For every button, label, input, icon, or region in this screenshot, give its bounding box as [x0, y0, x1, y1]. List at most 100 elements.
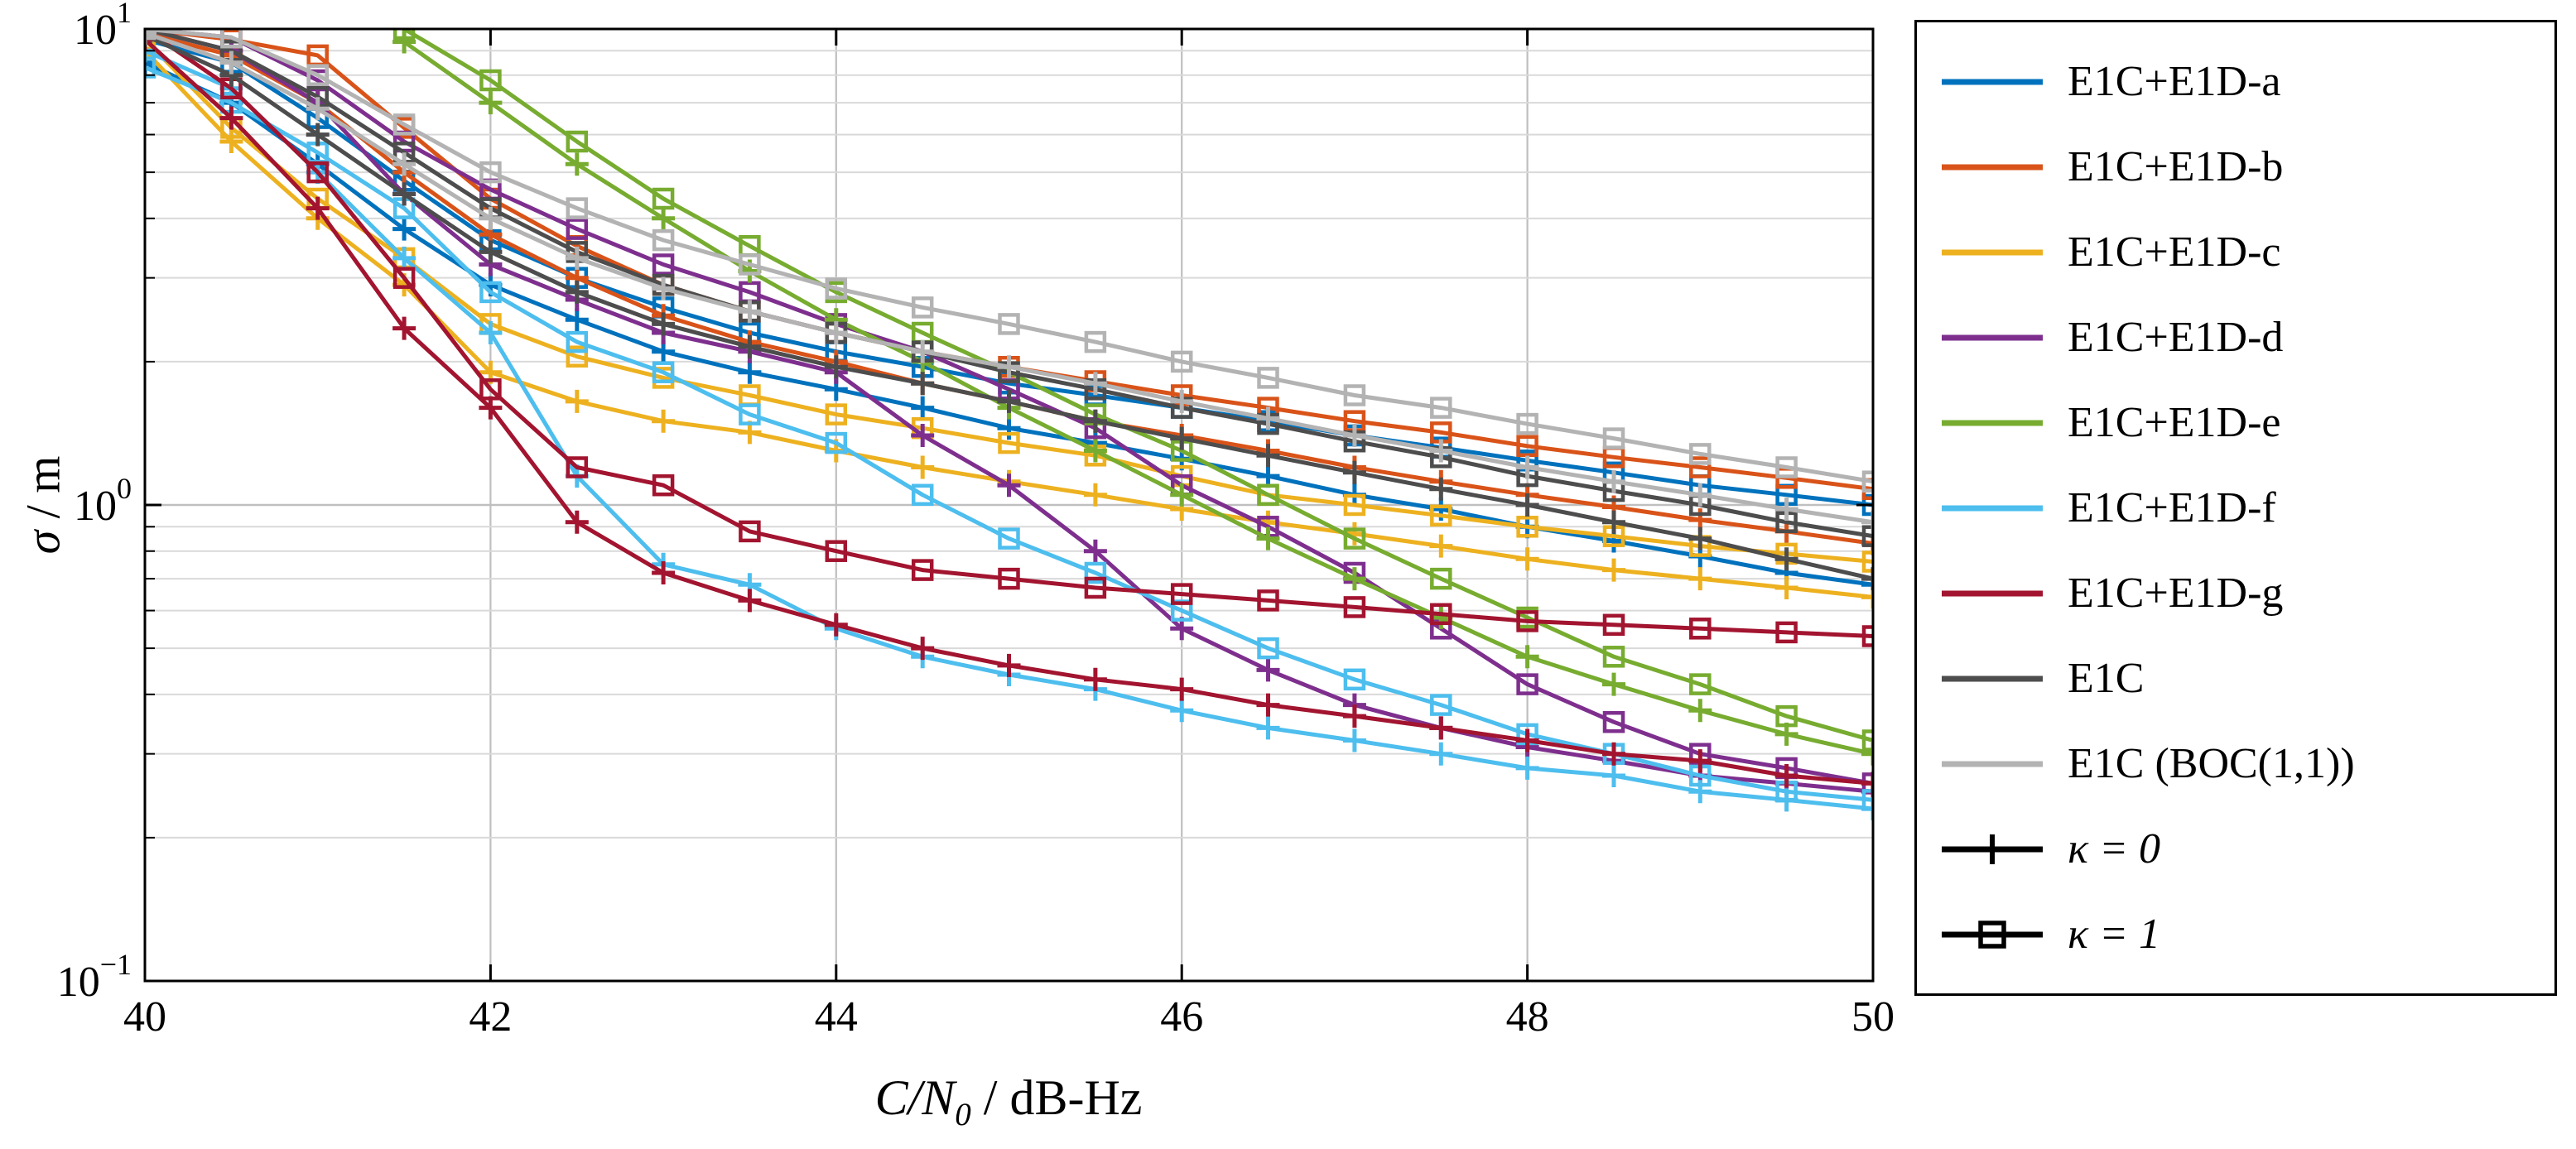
plus-marker-icon: [1515, 493, 1539, 517]
square-marker-icon: [479, 69, 502, 92]
plus-marker-icon: [1170, 677, 1194, 701]
square-marker-icon: [1689, 443, 1712, 465]
x-tick-label: 44: [815, 993, 858, 1041]
x-axis-symbol-subscript: 0: [955, 1097, 971, 1132]
legend-item: E1C+E1D-e: [1938, 380, 2546, 465]
legend-square-marker-icon: [1942, 920, 2043, 949]
square-marker-icon: [1430, 504, 1452, 527]
plus-marker-icon: [1429, 716, 1453, 740]
plus-marker-icon: [1170, 389, 1194, 413]
plus-marker-icon: [997, 355, 1021, 379]
x-axis-unit: / dB-Hz: [970, 1070, 1143, 1125]
plus-marker-icon: [565, 510, 589, 534]
square-marker-icon: [1430, 603, 1452, 626]
legend-item: E1C+E1D-c: [1938, 209, 2546, 295]
y-tick-label: 100: [74, 472, 132, 530]
plus-marker-icon: [738, 589, 762, 613]
legend-label: E1C+E1D-d: [2068, 313, 2284, 361]
plus-marker-icon: [565, 246, 589, 270]
square-marker-icon: [1343, 493, 1366, 517]
legend-item: E1C+E1D-b: [1938, 124, 2546, 209]
plus-marker-icon: [1515, 547, 1539, 571]
plus-marker-icon: [1861, 772, 1873, 796]
plus-marker-icon: [392, 182, 416, 206]
plus-marker-icon: [1083, 439, 1107, 463]
square-marker-icon: [998, 527, 1020, 550]
plus-marker-icon: [824, 355, 848, 379]
square-marker-icon: [1170, 583, 1193, 605]
plus-marker-icon: [911, 339, 935, 363]
plus-marker-icon: [652, 206, 676, 230]
plus-marker-icon: [1256, 444, 1280, 468]
square-marker-icon: [825, 403, 848, 425]
plus-marker-icon: [911, 396, 935, 420]
square-marker-icon: [1775, 456, 1798, 478]
legend-item: E1C: [1938, 636, 2546, 721]
legend-line-swatch: [1942, 761, 2043, 767]
plus-marker-icon: [1256, 693, 1280, 717]
plus-marker-icon: [392, 152, 416, 176]
x-tick-label: 50: [1851, 993, 1895, 1041]
plus-marker-icon: [652, 561, 676, 584]
plus-marker-icon: [1688, 483, 1712, 507]
plus-marker-icon: [738, 334, 762, 358]
square-marker-icon: [1861, 729, 1873, 752]
plus-marker-icon: [1342, 460, 1366, 484]
legend-line-swatch: [1942, 164, 2043, 170]
plus-marker-icon: [1256, 526, 1280, 550]
square-marker-icon: [1343, 668, 1366, 691]
x-tick-label: 48: [1506, 993, 1549, 1041]
series-g-k1: [145, 28, 1873, 647]
square-marker-icon: [1602, 646, 1625, 668]
square-marker-icon: [479, 378, 502, 401]
plus-marker-icon: [1688, 526, 1712, 550]
square-marker-icon: [1516, 412, 1538, 435]
square-marker-icon: [1257, 367, 1279, 389]
square-marker-icon: [1516, 516, 1538, 538]
x-axis-label: C/N0 / dB-Hz: [875, 1070, 1143, 1133]
plus-marker-icon: [1083, 409, 1107, 433]
square-marker-icon: [1516, 610, 1538, 632]
plus-marker-icon: [479, 206, 503, 230]
legend-line-swatch: [1942, 249, 2043, 255]
plus-marker-icon: [1256, 406, 1280, 430]
plus-marker-icon: [1515, 645, 1539, 669]
plus-marker-icon: [1342, 424, 1366, 447]
series-g-k0: [145, 28, 1873, 796]
square-marker-icon: [998, 567, 1020, 590]
legend-item: E1C+E1D-g: [1938, 550, 2546, 636]
square-marker-icon: [392, 267, 416, 289]
plus-marker-icon: [1602, 510, 1625, 534]
legend-line-swatch: [1942, 590, 2043, 596]
square-marker-icon: [566, 456, 589, 478]
square-marker-icon: [1343, 384, 1366, 406]
plus-marker-icon: [306, 196, 330, 220]
plus-marker-icon: [1774, 547, 1798, 571]
square-marker-icon: [566, 130, 589, 153]
plus-marker-icon: [1774, 576, 1798, 599]
axes: 40 42 44 46 48 50 101 100 10−1: [57, 0, 1895, 1041]
plus-marker-icon: [997, 653, 1021, 677]
plus-marker-icon: [1256, 658, 1280, 682]
square-marker-icon: [1602, 427, 1625, 450]
x-tick-label: 40: [123, 993, 166, 1041]
square-marker-icon: [1861, 525, 1873, 547]
square-marker-icon: [652, 361, 675, 383]
plus-marker-icon: [1602, 672, 1625, 696]
plus-marker-icon: [1774, 498, 1798, 521]
plus-marker-icon: [1861, 585, 1873, 609]
plus-marker-icon: [1602, 558, 1625, 582]
plus-marker-icon: [479, 240, 503, 264]
legend-item: κ = 0: [1938, 806, 2546, 892]
square-marker-icon: [998, 313, 1020, 335]
legend-label: E1C+E1D-e: [2068, 398, 2281, 446]
square-marker-icon: [392, 113, 416, 136]
legend-item: E1C (BOC(1,1)): [1938, 721, 2546, 806]
plus-marker-icon: [997, 416, 1021, 440]
square-marker-icon: [1861, 625, 1873, 647]
square-marker-icon: [1084, 330, 1107, 353]
plus-marker-icon: [1515, 728, 1539, 752]
plus-marker-icon: [1170, 483, 1194, 507]
square-marker-icon: [652, 187, 675, 210]
